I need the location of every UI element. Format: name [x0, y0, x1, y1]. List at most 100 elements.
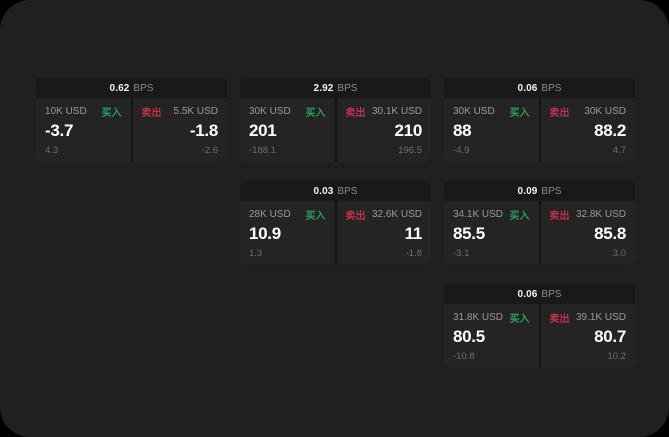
sell-quantity: 32.6K USD [371, 208, 422, 220]
quote-card[interactable]: 0.06 BPS 30K USD 买入 88 -4.9 卖出 [444, 78, 635, 162]
sell-price: -1.8 [189, 121, 218, 140]
sell-action-label: 卖出 [549, 313, 570, 325]
buy-delta: -188.1 [249, 145, 276, 156]
sell-price: 88.2 [594, 121, 626, 140]
sell-delta: 196.5 [398, 145, 422, 156]
sell-quantity: 39.1K USD [575, 311, 626, 323]
sell-action-label: 卖出 [549, 107, 570, 119]
sell-side-header: 卖出 30K USD [549, 105, 627, 119]
bps-value: 0.06 [517, 288, 538, 300]
bps-value: 0.09 [517, 185, 538, 197]
bps-value: 0.62 [109, 82, 130, 94]
card-header: 0.06 BPS [444, 78, 635, 98]
sell-side-header: 卖出 32.6K USD [345, 208, 423, 222]
sell-side-header: 卖出 30.1K USD [345, 105, 423, 119]
buy-delta: 1.3 [249, 248, 263, 259]
bps-unit-label: BPS [337, 185, 358, 197]
buy-price: 88 [453, 121, 472, 140]
card-body: 34.1K USD 买入 85.5 -3.1 卖出 32.8K USD 85.8… [444, 201, 635, 265]
buy-price: 80.5 [453, 327, 485, 346]
sell-delta: 3.0 [612, 248, 626, 259]
sell-quantity: 30K USD [584, 105, 626, 117]
buy-delta: 4.3 [45, 145, 59, 156]
buy-side-header: 28K USD 买入 [249, 208, 326, 222]
buy-action-label: 买入 [305, 107, 326, 119]
bps-unit-label: BPS [541, 82, 562, 94]
buy-quantity: 34.1K USD [453, 208, 504, 220]
sell-price: 11 [404, 224, 423, 243]
card-header: 0.09 BPS [444, 181, 635, 201]
card-body: 10K USD 买入 -3.7 4.3 卖出 5.5K USD -1.8 -2.… [36, 98, 227, 162]
sell-side-header: 卖出 5.5K USD [141, 105, 219, 119]
sell-quantity: 5.5K USD [173, 105, 218, 117]
sell-delta: -2.6 [201, 145, 218, 156]
sell-delta: 4.7 [612, 145, 626, 156]
buy-side-header: 34.1K USD 买入 [453, 208, 530, 222]
sell-side[interactable]: 卖出 30.1K USD 210 196.5 [336, 98, 431, 162]
buy-price: 10.9 [249, 224, 281, 243]
buy-delta: -10.8 [453, 351, 475, 362]
card-body: 30K USD 买入 88 -4.9 卖出 30K USD 88.2 4.7 [444, 98, 635, 162]
bps-value: 0.06 [517, 82, 538, 94]
bps-unit-label: BPS [541, 288, 562, 300]
quote-card[interactable]: 2.92 BPS 30K USD 买入 201 -188.1 卖出 [240, 78, 431, 162]
sell-action-label: 卖出 [345, 210, 366, 222]
sell-action-label: 卖出 [345, 107, 366, 119]
buy-side[interactable]: 30K USD 买入 201 -188.1 [240, 98, 335, 162]
buy-quantity: 31.8K USD [453, 311, 504, 323]
quote-card[interactable]: 0.03 BPS 28K USD 买入 10.9 1.3 卖出 [240, 181, 431, 265]
buy-side-header: 31.8K USD 买入 [453, 311, 530, 325]
buy-side-header: 10K USD 买入 [45, 105, 122, 119]
card-header: 0.06 BPS [444, 284, 635, 304]
card-header: 0.03 BPS [240, 181, 431, 201]
bps-value: 2.92 [313, 82, 334, 94]
bps-value: 0.03 [313, 185, 334, 197]
sell-quantity: 32.8K USD [575, 208, 626, 220]
sell-price: 85.8 [594, 224, 626, 243]
sell-side-header: 卖出 39.1K USD [549, 311, 627, 325]
buy-action-label: 买入 [509, 210, 530, 222]
buy-quantity: 30K USD [249, 105, 291, 117]
sell-side[interactable]: 卖出 32.8K USD 85.8 3.0 [540, 201, 635, 265]
card-body: 28K USD 买入 10.9 1.3 卖出 32.6K USD 11 -1.8 [240, 201, 431, 265]
quote-card[interactable]: 0.62 BPS 10K USD 买入 -3.7 4.3 卖出 [36, 78, 227, 162]
buy-delta: -3.1 [453, 248, 470, 259]
sell-side[interactable]: 卖出 30K USD 88.2 4.7 [540, 98, 635, 162]
buy-action-label: 买入 [509, 313, 530, 325]
sell-side[interactable]: 卖出 32.6K USD 11 -1.8 [336, 201, 431, 265]
bps-unit-label: BPS [133, 82, 154, 94]
buy-side[interactable]: 34.1K USD 买入 85.5 -3.1 [444, 201, 539, 265]
sell-side-header: 卖出 32.8K USD [549, 208, 627, 222]
buy-quantity: 28K USD [249, 208, 291, 220]
sell-price: 210 [394, 121, 423, 140]
sell-delta: -1.8 [405, 248, 422, 259]
bps-unit-label: BPS [337, 82, 358, 94]
buy-price: 201 [249, 121, 277, 140]
column-right: 0.06 BPS 30K USD 买入 88 -4.9 卖出 [444, 78, 635, 387]
buy-quantity: 30K USD [453, 105, 495, 117]
sell-quantity: 30.1K USD [371, 105, 422, 117]
sell-action-label: 卖出 [141, 107, 162, 119]
buy-action-label: 买入 [101, 107, 122, 119]
card-header: 0.62 BPS [36, 78, 227, 98]
buy-action-label: 买入 [305, 210, 326, 222]
buy-side[interactable]: 28K USD 买入 10.9 1.3 [240, 201, 335, 265]
buy-delta: -4.9 [453, 145, 470, 156]
sell-side[interactable]: 卖出 39.1K USD 80.7 10.2 [540, 304, 635, 368]
buy-price: -3.7 [45, 121, 74, 140]
quote-card[interactable]: 0.09 BPS 34.1K USD 买入 85.5 -3.1 卖出 [444, 181, 635, 265]
column-left: 0.62 BPS 10K USD 买入 -3.7 4.3 卖出 [36, 78, 227, 181]
buy-side[interactable]: 10K USD 买入 -3.7 4.3 [36, 98, 131, 162]
quote-board: 0.62 BPS 10K USD 买入 -3.7 4.3 卖出 [36, 78, 635, 388]
buy-side[interactable]: 31.8K USD 买入 80.5 -10.8 [444, 304, 539, 368]
sell-side[interactable]: 卖出 5.5K USD -1.8 -2.6 [132, 98, 227, 162]
buy-action-label: 买入 [509, 107, 530, 119]
buy-price: 85.5 [453, 224, 485, 243]
buy-side[interactable]: 30K USD 买入 88 -4.9 [444, 98, 539, 162]
sell-action-label: 卖出 [549, 210, 570, 222]
buy-side-header: 30K USD 买入 [453, 105, 530, 119]
sell-price: 80.7 [594, 327, 626, 346]
quote-card[interactable]: 0.06 BPS 31.8K USD 买入 80.5 -10.8 卖 [444, 284, 635, 368]
buy-side-header: 30K USD 买入 [249, 105, 326, 119]
